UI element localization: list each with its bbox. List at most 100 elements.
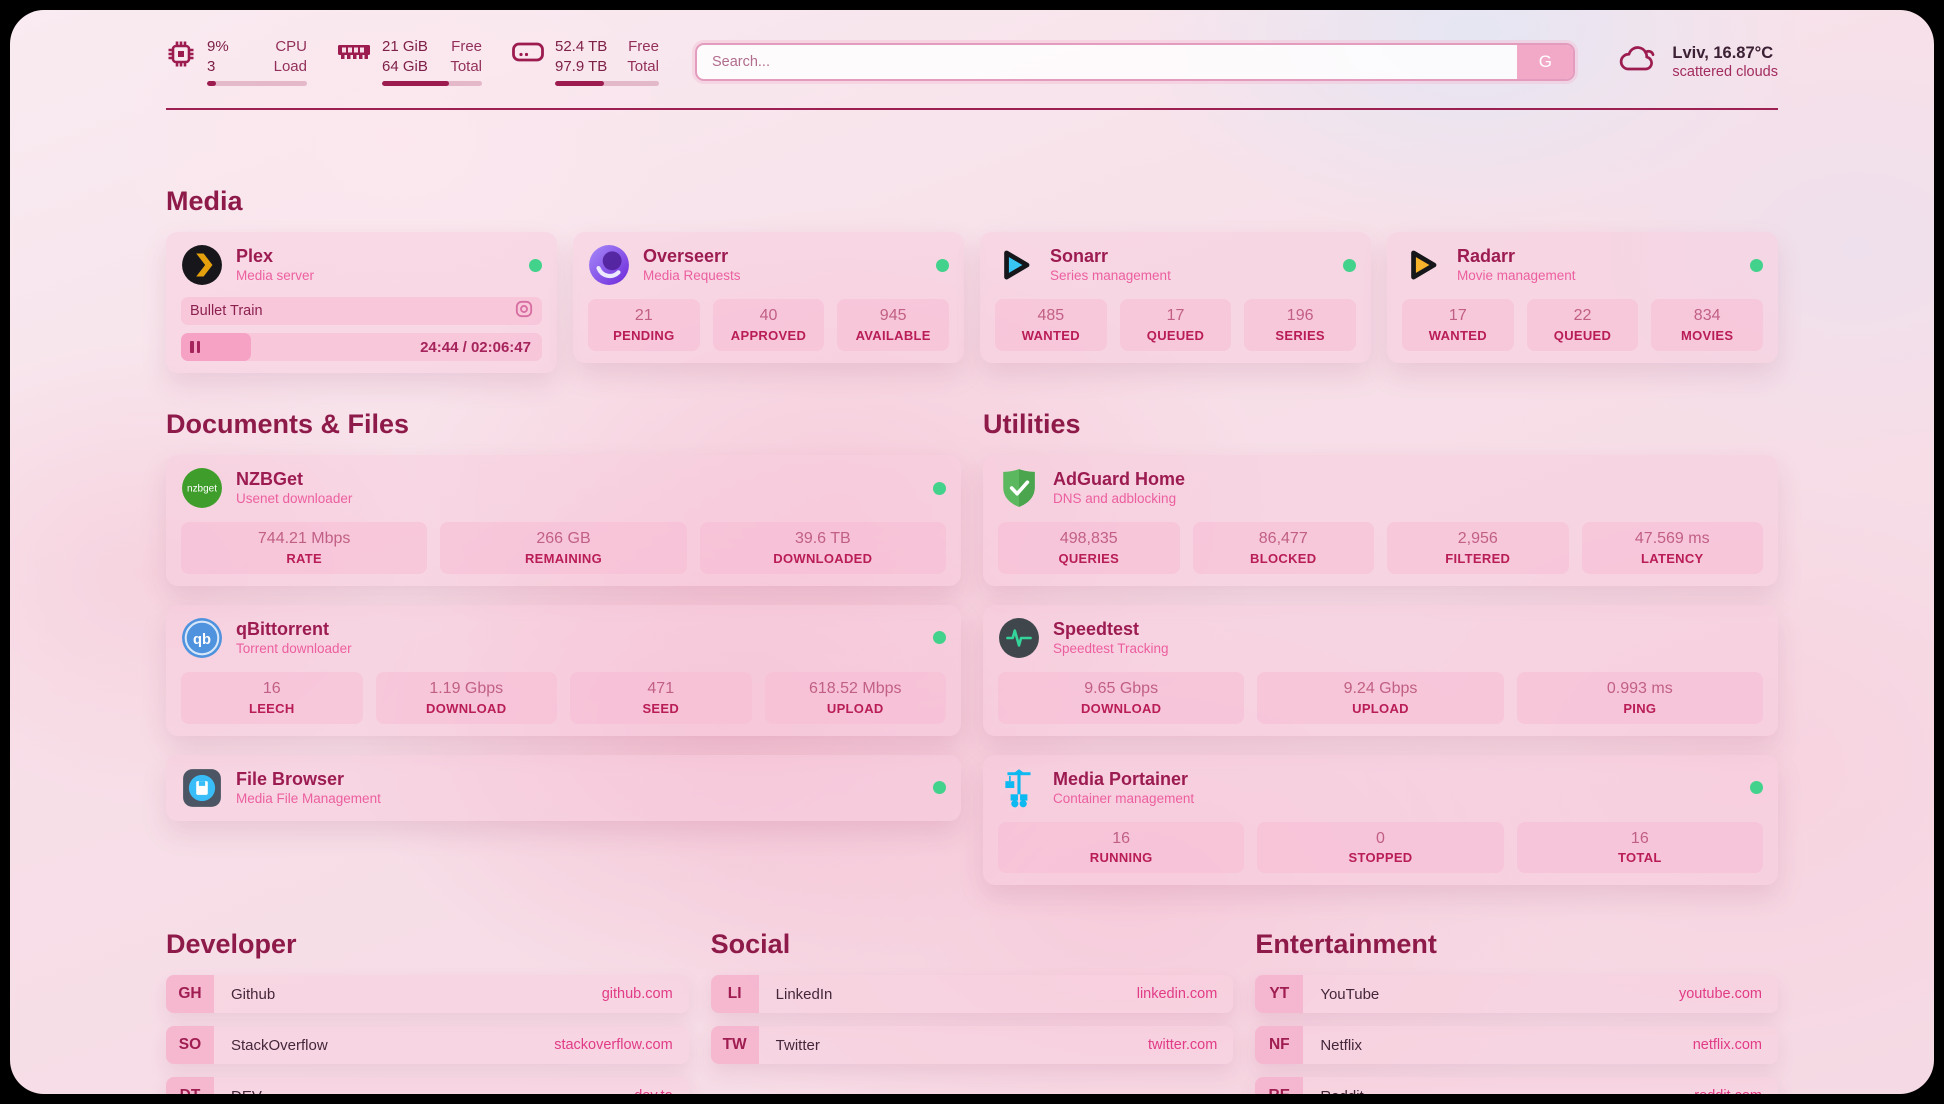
developer-section-title: Developer (166, 929, 297, 960)
bookmark-netflix[interactable]: NF Netflix netflix.com (1255, 1026, 1778, 1065)
disk-stat: 52.4 TB Free 97.9 TB Total (512, 37, 659, 86)
overseerr-icon (588, 244, 630, 286)
bookmark-github[interactable]: GH Github github.com (166, 975, 689, 1014)
session-icon (515, 300, 533, 322)
stat-rate: 744.21 Mbps RATE (181, 522, 428, 574)
app-card-radarr[interactable]: Radarr Movie management 17 WANTED 22 QUEUE… (1387, 232, 1778, 363)
playback-time: 24:44 / 02:06:47 (420, 338, 531, 356)
bookmark-abbr: SO (166, 1026, 214, 1065)
plex-icon (181, 244, 223, 286)
bookmark-url: reddit.com (1694, 1088, 1762, 1094)
playback-progress-bar: 24:44 / 02:06:47 (181, 333, 542, 361)
weather-condition: scattered clouds (1672, 64, 1778, 81)
section-utilities: Utilities AdGuard Home DNS and adblockin… (983, 409, 1778, 886)
app-card-sonarr[interactable]: Sonarr Series management 485 WANTED 17 QUE… (980, 232, 1371, 363)
app-name: Speedtest (1053, 618, 1140, 639)
filebrowser-icon (181, 767, 223, 809)
cpu-stat: 9% CPU 3 Load (166, 37, 307, 86)
app-card-plex[interactable]: Plex Media server Bullet Train (166, 232, 557, 373)
stat-latency: 47.569 ms LATENCY (1581, 522, 1763, 574)
system-stats: 9% CPU 3 Load 21 GiB (166, 37, 659, 86)
entertainment-section-title: Entertainment (1255, 929, 1437, 960)
bookmark-url: github.com (601, 986, 673, 1003)
app-name: NZBGet (236, 468, 303, 489)
bookmark-stackoverflow[interactable]: SO StackOverflow stackoverflow.com (166, 1026, 689, 1065)
stat-ping: 0.993 ms PING (1516, 671, 1763, 724)
nzbget-icon: nzbget (181, 467, 223, 509)
bookmark-name: YouTube (1320, 985, 1380, 1003)
disk-free-value: 52.4 TB (555, 38, 608, 55)
app-subtitle: Container management (1053, 791, 1195, 807)
now-playing-title: Bullet Train (181, 297, 542, 325)
app-subtitle: DNS and adblocking (1053, 491, 1177, 507)
bookmark-url: linkedin.com (1136, 986, 1218, 1003)
stat-series: 196 SERIES (1244, 299, 1356, 351)
disk-total-value: 97.9 TB (555, 57, 608, 75)
app-card-qbittorrent[interactable]: qb qBittorrent Torrent downloader 16 LEEC… (166, 604, 961, 736)
section-media: Media Plex Media server (166, 186, 1778, 373)
stat-stopped: 0 STOPPED (1257, 821, 1504, 874)
bookmark-abbr: YT (1255, 975, 1304, 1014)
stat-wanted: 485 WANTED (995, 299, 1107, 351)
app-subtitle: Media File Management (236, 791, 381, 807)
bookmark-name: Reddit (1320, 1088, 1363, 1094)
ram-free-value: 21 GiB (382, 38, 428, 55)
stat-blocked: 86,477 BLOCKED (1192, 522, 1374, 574)
app-card-adguard[interactable]: AdGuard Home DNS and adblocking 498,835 Q… (983, 455, 1778, 586)
cpu-chip-icon (166, 39, 196, 74)
bookmark-name: DEV (231, 1088, 262, 1094)
pause-button[interactable] (181, 333, 252, 361)
cpu-label: CPU (275, 38, 307, 55)
stat-queued: 17 QUEUED (1119, 299, 1232, 351)
bookmark-name: Github (231, 985, 276, 1003)
adguard-icon (998, 467, 1040, 509)
bookmark-url: dev.to (634, 1088, 672, 1094)
bookmark-abbr: NF (1255, 1026, 1304, 1065)
stat-pending: 21 PENDING (588, 299, 700, 351)
bookmark-abbr: DT (166, 1077, 214, 1094)
svg-text:nzbget: nzbget (187, 484, 217, 495)
cpu-progress (207, 81, 307, 86)
section-social: Social LI LinkedIn linkedin.com TW Twitt… (710, 929, 1234, 1065)
status-dot (933, 781, 946, 795)
cloud-icon (1617, 43, 1659, 80)
google-search-button[interactable]: G (1517, 44, 1574, 79)
app-card-overseerr[interactable]: Overseerr Media Requests 21 PENDING 40 APP… (573, 232, 964, 363)
stat-movies: 834 MOVIES (1651, 299, 1763, 351)
stat-queries: 498,835 QUERIES (998, 522, 1180, 574)
stat-running: 16 RUNNING (998, 821, 1245, 874)
disk-icon (512, 39, 544, 70)
ram-free-label: Free (451, 38, 482, 55)
app-card-nzbget[interactable]: nzbget NZBGet Usenet downloader 744.21 M… (166, 455, 961, 586)
stat-available: 945 AVAILABLE (837, 299, 949, 351)
section-documents: Documents & Files nzbget NZBGet Usenet d… (166, 409, 961, 821)
bookmark-twitter[interactable]: TW Twitter twitter.com (710, 1026, 1234, 1065)
bookmark-dev[interactable]: DT DEV dev.to (166, 1077, 689, 1094)
bookmark-abbr: GH (166, 975, 214, 1014)
bookmark-linkedin[interactable]: LI LinkedIn linkedin.com (710, 975, 1234, 1014)
stat-leech: 16 LEECH (181, 671, 363, 724)
app-card-speedtest[interactable]: Speedtest Speedtest Tracking 9.65 Gbps DO… (983, 604, 1778, 736)
bookmark-name: Twitter (775, 1036, 820, 1054)
app-name: AdGuard Home (1053, 468, 1186, 489)
app-subtitle: Media Requests (643, 268, 741, 284)
memory-stat: 21 GiB Free 64 GiB Total (337, 37, 482, 86)
stat-approved: 40 APPROVED (712, 299, 825, 351)
search-input[interactable] (694, 42, 1576, 81)
disk-free-label: Free (628, 38, 659, 55)
bookmark-abbr: LI (710, 975, 759, 1014)
cpu-load-value: 3 (207, 57, 216, 75)
bookmark-name: Netflix (1320, 1036, 1363, 1054)
ram-progress (382, 81, 482, 86)
ram-icon (337, 39, 371, 70)
bookmark-reddit[interactable]: RE Reddit reddit.com (1255, 1077, 1778, 1094)
stat-remaining: 266 GB REMAINING (440, 522, 687, 574)
bookmark-youtube[interactable]: YT YouTube youtube.com (1255, 975, 1778, 1014)
stat-download: 1.19 Gbps DOWNLOAD (375, 671, 557, 724)
stat-filtered: 2,956 FILTERED (1387, 522, 1569, 574)
app-name: File Browser (236, 768, 345, 789)
bookmark-url: youtube.com (1678, 986, 1762, 1003)
app-card-portainer[interactable]: Media Portainer Container management 16 R… (983, 754, 1778, 886)
app-card-filebrowser[interactable]: File Browser Media File Management (166, 754, 961, 821)
status-dot (529, 258, 542, 272)
